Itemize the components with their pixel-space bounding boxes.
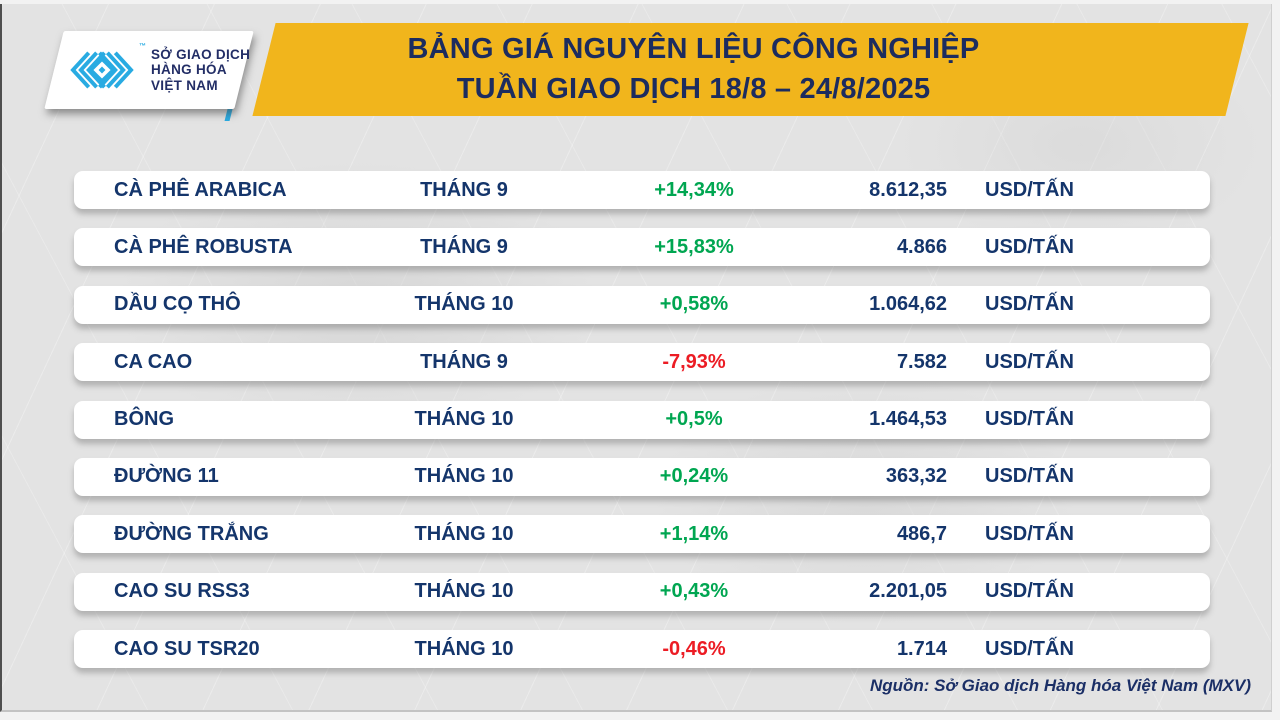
mxv-logo-plate: ™ SỞ GIAO DỊCH HÀNG HÓA VIỆT NAM bbox=[44, 31, 254, 109]
title-banner: BẢNG GIÁ NGUYÊN LIỆU CÔNG NGHIỆP TUẦN GI… bbox=[252, 23, 1249, 116]
contract-month: THÁNG 10 bbox=[414, 522, 514, 545]
price-value: 363,32 bbox=[885, 465, 947, 488]
price-value: 1.714 bbox=[896, 637, 947, 660]
table-row: ĐƯỜNG 11 THÁNG 10 +0,24% 363,32 USD/TẤN bbox=[74, 457, 1210, 496]
commodity-name: CÀ PHÊ ARABICA bbox=[114, 178, 287, 201]
contract-month: THÁNG 10 bbox=[414, 465, 514, 488]
price-unit: USD/TẤN bbox=[985, 293, 1074, 316]
contract-month: THÁNG 9 bbox=[420, 235, 508, 258]
price-unit: USD/TẤN bbox=[985, 350, 1074, 373]
contract-month: THÁNG 9 bbox=[420, 350, 508, 373]
price-value: 7.582 bbox=[896, 350, 947, 373]
price-unit: USD/TẤN bbox=[985, 178, 1074, 201]
mxv-logo-text: SỞ GIAO DỊCH HÀNG HÓA VIỆT NAM bbox=[151, 47, 250, 92]
price-value: 486,7 bbox=[896, 522, 947, 545]
change-percent: -0,46% bbox=[662, 637, 726, 660]
table-row: DẦU CỌ THÔ THÁNG 10 +0,58% 1.064,62 USD/… bbox=[74, 285, 1210, 324]
page-title: BẢNG GIÁ NGUYÊN LIỆU CÔNG NGHIỆP TUẦN GI… bbox=[264, 23, 1237, 116]
commodity-name: CÀ PHÊ ROBUSTA bbox=[114, 235, 293, 258]
logo-text-line2: HÀNG HÓA bbox=[151, 62, 227, 78]
table-row: BÔNG THÁNG 10 +0,5% 1.464,53 USD/TẤN bbox=[74, 400, 1210, 439]
commodity-name: CA CAO bbox=[114, 350, 193, 373]
change-percent: +1,14% bbox=[659, 522, 729, 545]
table-row: CÀ PHÊ ROBUSTA THÁNG 9 +15,83% 4.866 USD… bbox=[74, 228, 1210, 267]
price-value: 1.064,62 bbox=[869, 293, 947, 316]
trademark-symbol: ™ bbox=[139, 43, 146, 50]
commodity-name: ĐƯỜNG TRẮNG bbox=[114, 522, 269, 545]
table-row: ĐƯỜNG TRẮNG THÁNG 10 +1,14% 486,7 USD/TẤ… bbox=[74, 515, 1210, 554]
price-value: 4.866 bbox=[896, 235, 947, 258]
commodity-name: DẦU CỌ THÔ bbox=[114, 293, 241, 316]
page-title-line1: BẢNG GIÁ NGUYÊN LIỆU CÔNG NGHIỆP bbox=[407, 33, 980, 65]
change-percent: +0,58% bbox=[659, 293, 729, 316]
price-value: 2.201,05 bbox=[869, 580, 947, 603]
contract-month: THÁNG 10 bbox=[414, 637, 514, 660]
commodity-name: CAO SU RSS3 bbox=[114, 580, 250, 603]
table-row: CAO SU TSR20 THÁNG 10 -0,46% 1.714 USD/T… bbox=[74, 630, 1210, 669]
price-unit: USD/TẤN bbox=[985, 637, 1074, 660]
change-percent: +0,24% bbox=[659, 465, 729, 488]
change-percent: -7,93% bbox=[662, 350, 726, 373]
source-credit: Nguồn: Sở Giao dịch Hàng hóa Việt Nam (M… bbox=[869, 676, 1251, 695]
commodity-name: ĐƯỜNG 11 bbox=[114, 465, 219, 488]
price-unit: USD/TẤN bbox=[985, 235, 1074, 258]
price-table: CÀ PHÊ ARABICA THÁNG 9 +14,34% 8.612,35 … bbox=[74, 171, 1210, 688]
contract-month: THÁNG 10 bbox=[414, 293, 514, 316]
logo-text-line3: VIỆT NAM bbox=[151, 77, 218, 93]
price-value: 8.612,35 bbox=[869, 178, 947, 201]
price-value: 1.464,53 bbox=[869, 408, 947, 431]
logo-text-line1: SỞ GIAO DỊCH bbox=[151, 47, 251, 63]
price-unit: USD/TẤN bbox=[985, 522, 1074, 545]
change-percent: +14,34% bbox=[654, 178, 734, 201]
contract-month: THÁNG 9 bbox=[420, 178, 508, 201]
table-row: CAO SU RSS3 THÁNG 10 +0,43% 2.201,05 USD… bbox=[74, 572, 1210, 611]
table-row: CÀ PHÊ ARABICA THÁNG 9 +14,34% 8.612,35 … bbox=[74, 171, 1210, 209]
contract-month: THÁNG 10 bbox=[414, 408, 514, 431]
change-percent: +0,5% bbox=[665, 408, 723, 431]
change-percent: +15,83% bbox=[654, 235, 734, 258]
mxv-logo: ™ SỞ GIAO DỊCH HÀNG HÓA VIỆT NAM bbox=[54, 31, 250, 109]
table-row: CA CAO THÁNG 9 -7,93% 7.582 USD/TẤN bbox=[74, 343, 1210, 382]
contract-month: THÁNG 10 bbox=[414, 580, 514, 603]
price-unit: USD/TẤN bbox=[985, 580, 1074, 603]
mxv-logo-icon bbox=[70, 51, 134, 89]
price-unit: USD/TẤN bbox=[985, 408, 1074, 431]
slide-canvas: BẢNG GIÁ NGUYÊN LIỆU CÔNG NGHIỆP TUẦN GI… bbox=[0, 4, 1272, 712]
price-unit: USD/TẤN bbox=[985, 465, 1074, 488]
page-title-line2: TUẦN GIAO DỊCH 18/8 – 24/8/2025 bbox=[456, 73, 931, 105]
commodity-name: BÔNG bbox=[114, 408, 174, 431]
change-percent: +0,43% bbox=[659, 580, 729, 603]
commodity-name: CAO SU TSR20 bbox=[114, 637, 260, 660]
